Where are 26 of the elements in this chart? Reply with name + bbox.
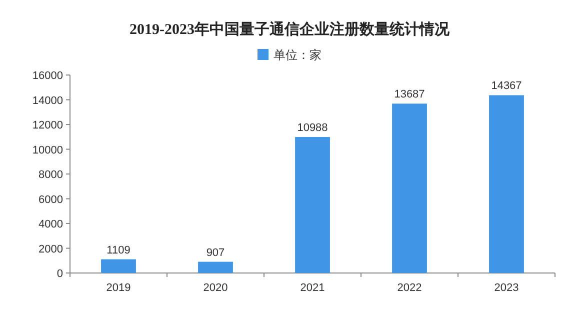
y-tick-label: 0 [56, 268, 63, 280]
y-tick-label: 4000 [38, 218, 63, 230]
data-label: 907 [206, 246, 225, 259]
y-tick-label: 6000 [38, 194, 63, 206]
chart-title: 2019-2023年中国量子通信企业注册数量统计情况 [130, 20, 450, 38]
y-tick-label: 2000 [38, 243, 63, 256]
bar [101, 259, 136, 273]
x-tick-label: 2021 [300, 282, 325, 294]
data-label: 1109 [106, 244, 130, 256]
x-tick-label: 2020 [203, 282, 228, 294]
y-tick-label: 12000 [32, 120, 63, 132]
y-tick-label: 16000 [32, 70, 63, 82]
data-label: 10988 [297, 122, 328, 134]
data-label: 14367 [491, 80, 522, 92]
bar [198, 262, 233, 273]
x-tick-label: 2019 [106, 282, 131, 294]
legend-label: 单位：家 [274, 48, 322, 62]
bar [489, 95, 524, 273]
data-label: 13687 [394, 88, 425, 101]
bar [392, 104, 427, 273]
x-tick-label: 2023 [494, 282, 519, 294]
y-tick-label: 8000 [38, 169, 63, 181]
y-tick-label: 14000 [32, 94, 63, 107]
x-tick-label: 2022 [397, 282, 422, 294]
bar [295, 137, 330, 273]
y-tick-label: 10000 [32, 144, 63, 156]
